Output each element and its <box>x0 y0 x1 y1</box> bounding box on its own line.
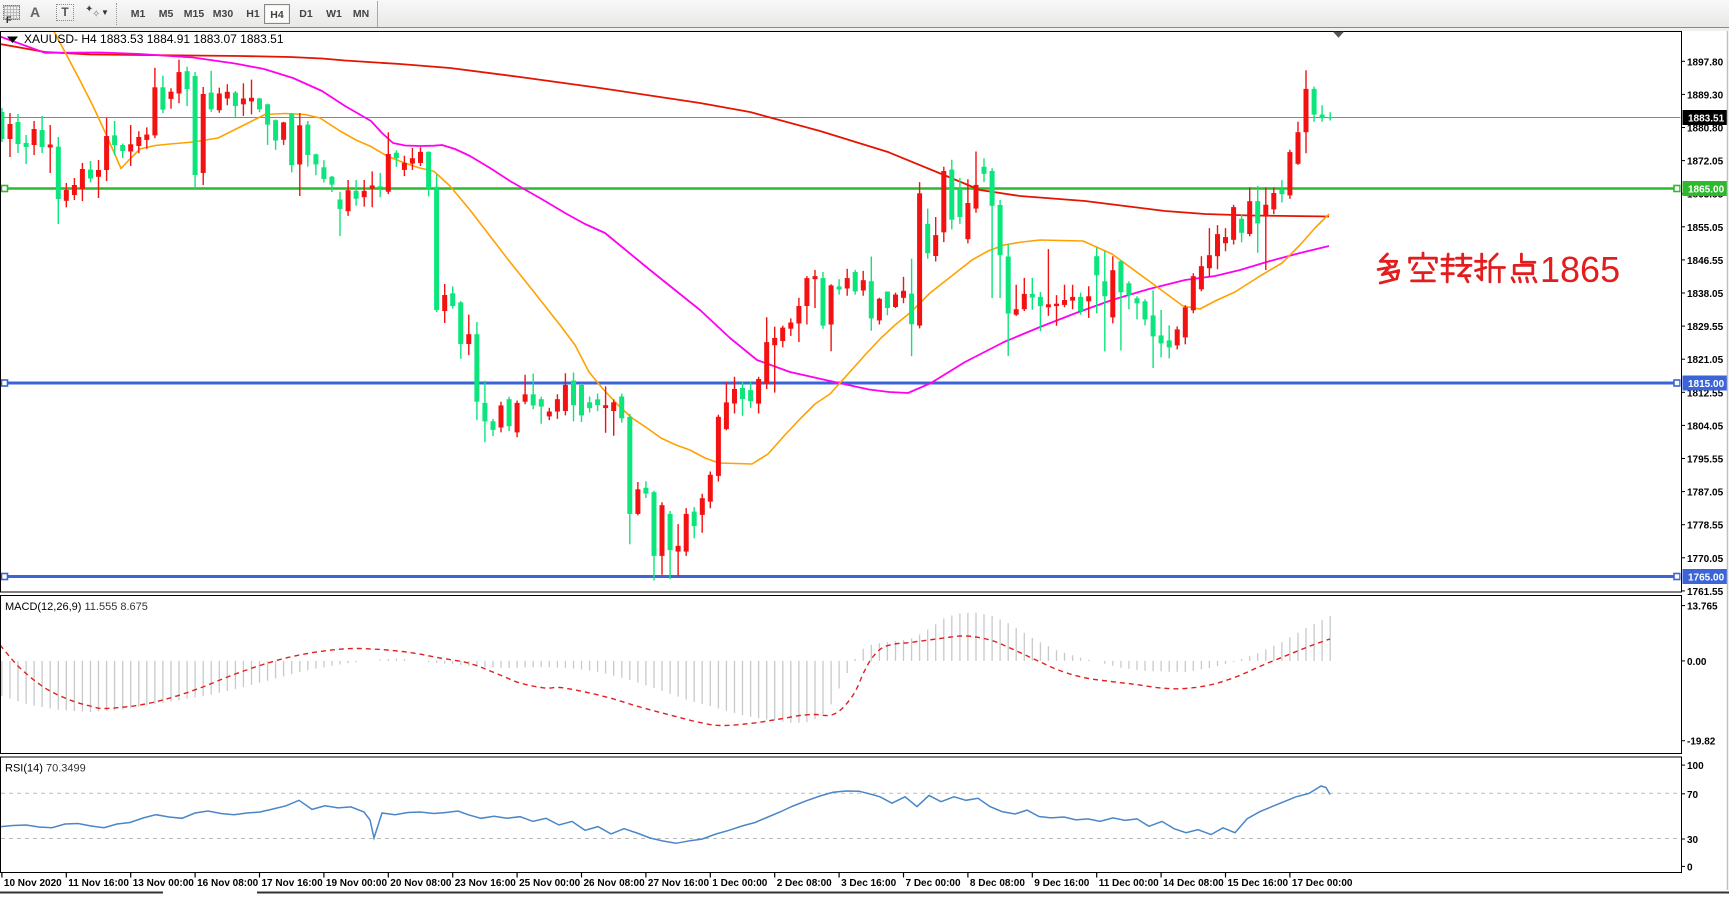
svg-text:1883.51: 1883.51 <box>1688 114 1725 125</box>
svg-text:1761.55: 1761.55 <box>1687 587 1724 598</box>
svg-text:1765.00: 1765.00 <box>1688 573 1725 584</box>
svg-text:30: 30 <box>1687 835 1699 846</box>
svg-text:0.00: 0.00 <box>1687 657 1707 668</box>
svg-text:1821.05: 1821.05 <box>1687 355 1724 366</box>
svg-text:RSI(14) 70.3499: RSI(14) 70.3499 <box>5 763 86 775</box>
svg-text:27 Nov 16:00: 27 Nov 16:00 <box>648 878 710 889</box>
svg-text:1812.55: 1812.55 <box>1687 388 1724 399</box>
svg-text:19 Nov 00:00: 19 Nov 00:00 <box>326 878 388 889</box>
svg-text:1795.55: 1795.55 <box>1687 455 1724 466</box>
svg-text:1865.00: 1865.00 <box>1688 185 1725 196</box>
svg-text:15 Dec 16:00: 15 Dec 16:00 <box>1228 878 1289 889</box>
svg-text:13 Nov 00:00: 13 Nov 00:00 <box>133 878 195 889</box>
svg-text:1865: 1865 <box>1540 249 1620 290</box>
svg-text:1897.80: 1897.80 <box>1687 57 1724 68</box>
svg-text:14 Dec 08:00: 14 Dec 08:00 <box>1163 878 1224 889</box>
svg-text:MACD(12,26,9) 11.555 8.675: MACD(12,26,9) 11.555 8.675 <box>5 601 148 613</box>
svg-text:70: 70 <box>1687 790 1699 801</box>
svg-text:2 Dec 08:00: 2 Dec 08:00 <box>777 878 832 889</box>
svg-text:1829.55: 1829.55 <box>1687 322 1724 333</box>
svg-text:20 Nov 08:00: 20 Nov 08:00 <box>390 878 452 889</box>
svg-text:26 Nov 08:00: 26 Nov 08:00 <box>584 878 646 889</box>
svg-text:3 Dec 16:00: 3 Dec 16:00 <box>841 878 896 889</box>
svg-text:1880.80: 1880.80 <box>1687 124 1724 135</box>
svg-text:1838.05: 1838.05 <box>1687 289 1724 300</box>
svg-text:13.765: 13.765 <box>1687 602 1718 613</box>
svg-text:9 Dec 16:00: 9 Dec 16:00 <box>1034 878 1089 889</box>
svg-text:11 Dec 00:00: 11 Dec 00:00 <box>1099 878 1159 889</box>
svg-text:17 Nov 16:00: 17 Nov 16:00 <box>262 878 324 889</box>
svg-text:25 Nov 00:00: 25 Nov 00:00 <box>519 878 581 889</box>
svg-text:11 Nov 16:00: 11 Nov 16:00 <box>68 878 129 889</box>
svg-text:1778.55: 1778.55 <box>1687 521 1724 532</box>
svg-text:1804.05: 1804.05 <box>1687 421 1724 432</box>
svg-text:1770.05: 1770.05 <box>1687 554 1724 565</box>
svg-text:17 Dec 00:00: 17 Dec 00:00 <box>1292 878 1353 889</box>
svg-text:1872.05: 1872.05 <box>1687 157 1724 168</box>
svg-text:7 Dec 00:00: 7 Dec 00:00 <box>906 878 961 889</box>
svg-text:1855.05: 1855.05 <box>1687 223 1724 234</box>
svg-text:16 Nov 08:00: 16 Nov 08:00 <box>197 878 259 889</box>
svg-text:XAUUSD- H4 1883.53 1884.91 18: XAUUSD- H4 1883.53 1884.91 1883.07 1883.… <box>24 32 284 46</box>
svg-text:100: 100 <box>1687 761 1704 772</box>
svg-text:1787.05: 1787.05 <box>1687 488 1724 499</box>
svg-text:1815.00: 1815.00 <box>1688 379 1725 390</box>
svg-text:1889.30: 1889.30 <box>1687 90 1724 101</box>
svg-text:0: 0 <box>1687 862 1693 873</box>
svg-text:-19.82: -19.82 <box>1687 737 1716 748</box>
svg-text:23 Nov 16:00: 23 Nov 16:00 <box>455 878 517 889</box>
svg-text:8 Dec 08:00: 8 Dec 08:00 <box>970 878 1025 889</box>
svg-text:1846.55: 1846.55 <box>1687 256 1724 267</box>
svg-text:1 Dec 00:00: 1 Dec 00:00 <box>712 878 767 889</box>
svg-text:10 Nov 2020: 10 Nov 2020 <box>4 878 62 889</box>
